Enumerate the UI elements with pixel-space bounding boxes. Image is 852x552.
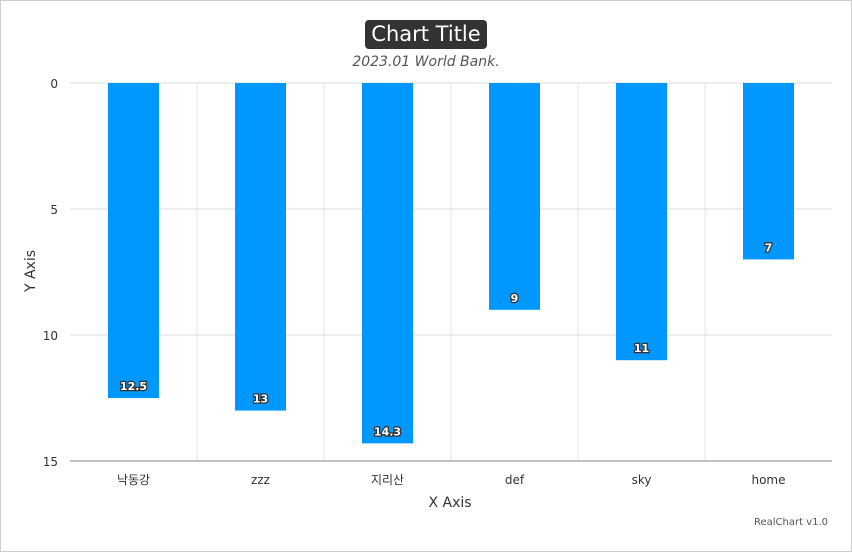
data-label: 13: [253, 393, 268, 406]
bar: [362, 83, 413, 444]
grid-lines: [70, 82, 832, 461]
bar: [108, 83, 159, 398]
axes: 0 5 10 15 낙동강 zzz 지리산 def sky home: [43, 77, 832, 487]
x-tick-label: home: [751, 473, 785, 487]
y-tick-label: 15: [43, 455, 58, 469]
data-label: 7: [765, 241, 773, 254]
bar-group: [108, 83, 794, 444]
data-label: 12.5: [120, 380, 147, 393]
chart-title: Chart Title: [365, 20, 487, 49]
bar: [616, 83, 667, 361]
bar: [489, 83, 540, 310]
bar: [235, 83, 286, 411]
x-tick-label: 낙동강: [117, 473, 150, 487]
x-tick-label: def: [505, 473, 525, 487]
chart-subtitle: 2023.01 World Bank.: [352, 54, 500, 70]
x-tick-label: zzz: [251, 473, 270, 487]
x-axis-title: X Axis: [428, 495, 471, 511]
x-tick-label: sky: [632, 473, 652, 487]
credit-text: RealChart v1.0: [753, 517, 828, 528]
x-tick-label: 지리산: [371, 473, 404, 487]
y-tick-label: 10: [43, 329, 58, 343]
y-axis-title: Y Axis: [23, 250, 39, 293]
data-label: 11: [634, 342, 649, 355]
bar: [743, 83, 794, 260]
y-tick-label: 0: [50, 77, 58, 91]
y-tick-label: 5: [50, 203, 58, 217]
data-label: 14.3: [374, 425, 401, 438]
data-labels: 12.5 13 14.3 9 11 7: [119, 240, 774, 439]
data-label: 9: [511, 292, 519, 305]
